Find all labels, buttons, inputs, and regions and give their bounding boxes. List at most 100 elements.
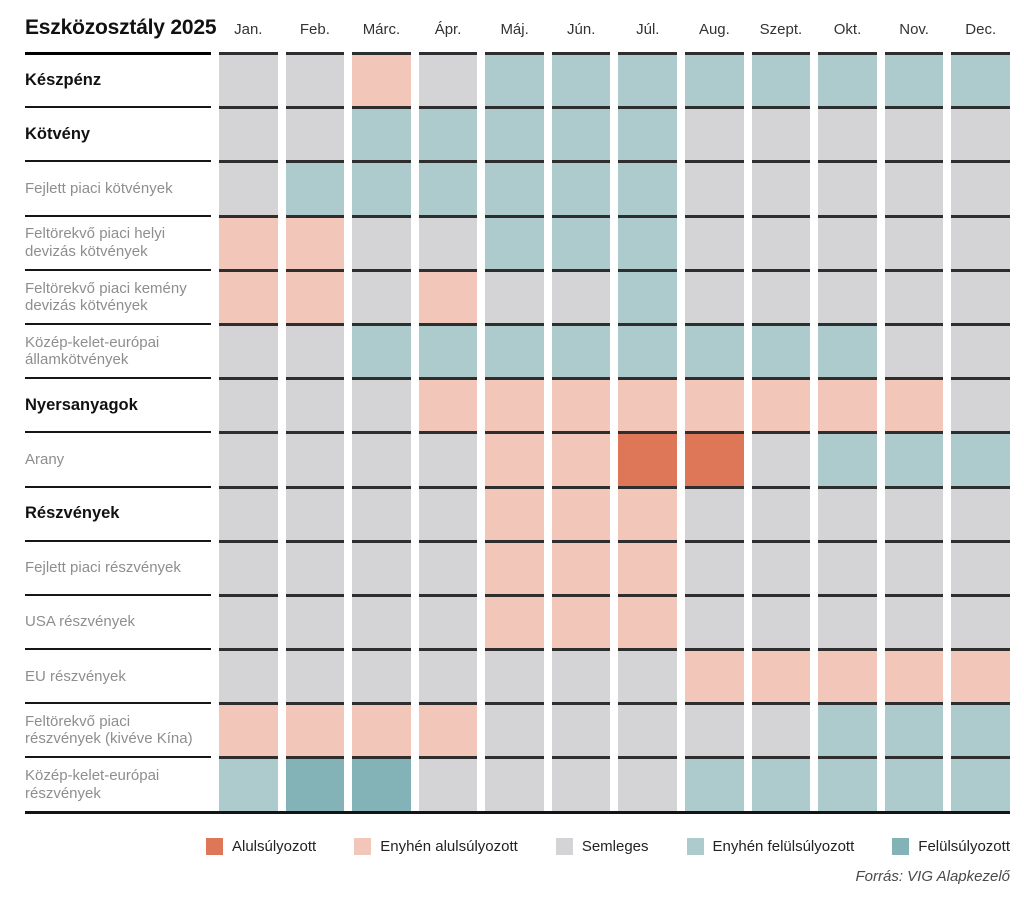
heatmap-cell [485,593,544,649]
heatmap-cell [219,648,278,703]
heatmap-cell [818,52,877,107]
row-label: Kötvény [25,106,211,160]
heatmap-cell [352,756,411,811]
heatmap-cell [951,431,1010,486]
heatmap-cell [751,268,811,323]
heatmap-cell [418,52,478,107]
heatmap-cell [285,539,345,594]
month-header: Feb. [299,21,330,38]
heatmap-cell [418,593,478,649]
heatmap-cell [352,593,411,649]
heatmap-cell [818,756,877,811]
heatmap-cell [818,160,877,215]
legend-label: Enyhén felülsúlyozott [712,837,855,855]
table-row: Kötvény [25,106,1010,161]
heatmap-cell [485,756,544,811]
heatmap-cell [219,593,278,649]
heatmap-cell [884,160,944,215]
heatmap-cell [551,377,611,432]
month-header: Júl. [636,21,660,38]
legend-label: Felülsúlyozott [918,837,1010,855]
heatmap-cell [751,539,811,594]
heatmap-cell [818,322,877,378]
month-header: Aug. [698,21,730,38]
month-header: Jan. [234,21,263,38]
heatmap-cell [884,106,944,161]
heatmap-cell [884,322,944,378]
heatmap-cell [818,268,877,323]
legend-item: Enyhén felülsúlyozott [686,837,855,855]
heatmap-cell [551,593,611,649]
heatmap-cell [219,52,278,107]
heatmap-cell [884,756,944,811]
heatmap-cell [884,593,944,649]
legend-label: Alulsúlyozott [232,837,317,855]
heatmap-cell [685,52,744,107]
table-row: Feltörekvő piaci részvények (kivéve Kína… [25,702,1010,757]
heatmap-cell [618,485,678,540]
heatmap-cell [285,593,345,649]
table-row: Részvények [25,485,1010,540]
heatmap-cell [352,377,411,432]
heatmap-cell [285,322,345,378]
heatmap-cell [485,539,544,594]
heatmap-cell [618,702,678,757]
heatmap-cell [884,377,944,432]
heatmap-cell [685,593,744,649]
heatmap-cell [685,756,744,811]
table-row: Készpénz [25,52,1010,107]
heatmap-cell [751,377,811,432]
legend-label: Semleges [581,837,649,855]
heatmap-cell [418,431,478,486]
heatmap-cell [951,322,1010,378]
heatmap-cell [285,214,345,269]
heatmap-cell [551,756,611,811]
month-header: Szept. [759,21,803,38]
row-label: Arany [25,431,211,485]
heatmap-cell [352,648,411,703]
heatmap-cell [951,485,1010,540]
heatmap-cell [551,160,611,215]
heatmap-cell [818,485,877,540]
heatmap-cell [618,106,678,161]
heatmap-cell [884,702,944,757]
heatmap-cell [751,431,811,486]
heatmap-cell [751,214,811,269]
legend-swatch [555,837,573,855]
heatmap-cell [285,268,345,323]
legend-swatch [892,837,910,855]
row-label: Készpénz [25,52,211,106]
header-row: Eszközosztály 2025 Jan. Feb. Márc. Ápr. Máj.… [25,16,1010,52]
heatmap-cell [685,431,744,486]
heatmap-cell [551,431,611,486]
month-header: Máj. [500,21,529,38]
table-row: Nyersanyagok [25,377,1010,432]
heatmap-cell [618,648,678,703]
heatmap-cell [219,431,278,486]
heatmap-cell [685,539,744,594]
heatmap-cell [685,377,744,432]
heatmap-cell [951,214,1010,269]
heatmap-cell [352,214,411,269]
legend-label: Enyhén alulsúlyozott [380,837,518,855]
heatmap-cell [551,539,611,594]
heatmap-cell [485,377,544,432]
heatmap-cell [352,160,411,215]
row-label: USA részvények [25,593,211,648]
heatmap-cell [751,702,811,757]
heatmap-cell [618,268,678,323]
heatmap-cell [818,106,877,161]
heatmap-cell [951,593,1010,649]
heatmap-cell [485,214,544,269]
row-label: Fejlett piaci kötvények [25,160,211,214]
heatmap-cell [818,702,877,757]
heatmap-cell [951,756,1010,811]
heatmap-cell [551,322,611,378]
legend: Alulsúlyozott Enyhén alulsúlyozott Semlege… [25,837,1010,855]
heatmap-cell [285,756,345,811]
heatmap-cell [951,648,1010,703]
heatmap-cell [818,377,877,432]
heatmap-cell [485,268,544,323]
heatmap-cell [818,214,877,269]
month-header: Ápr. [434,21,462,38]
